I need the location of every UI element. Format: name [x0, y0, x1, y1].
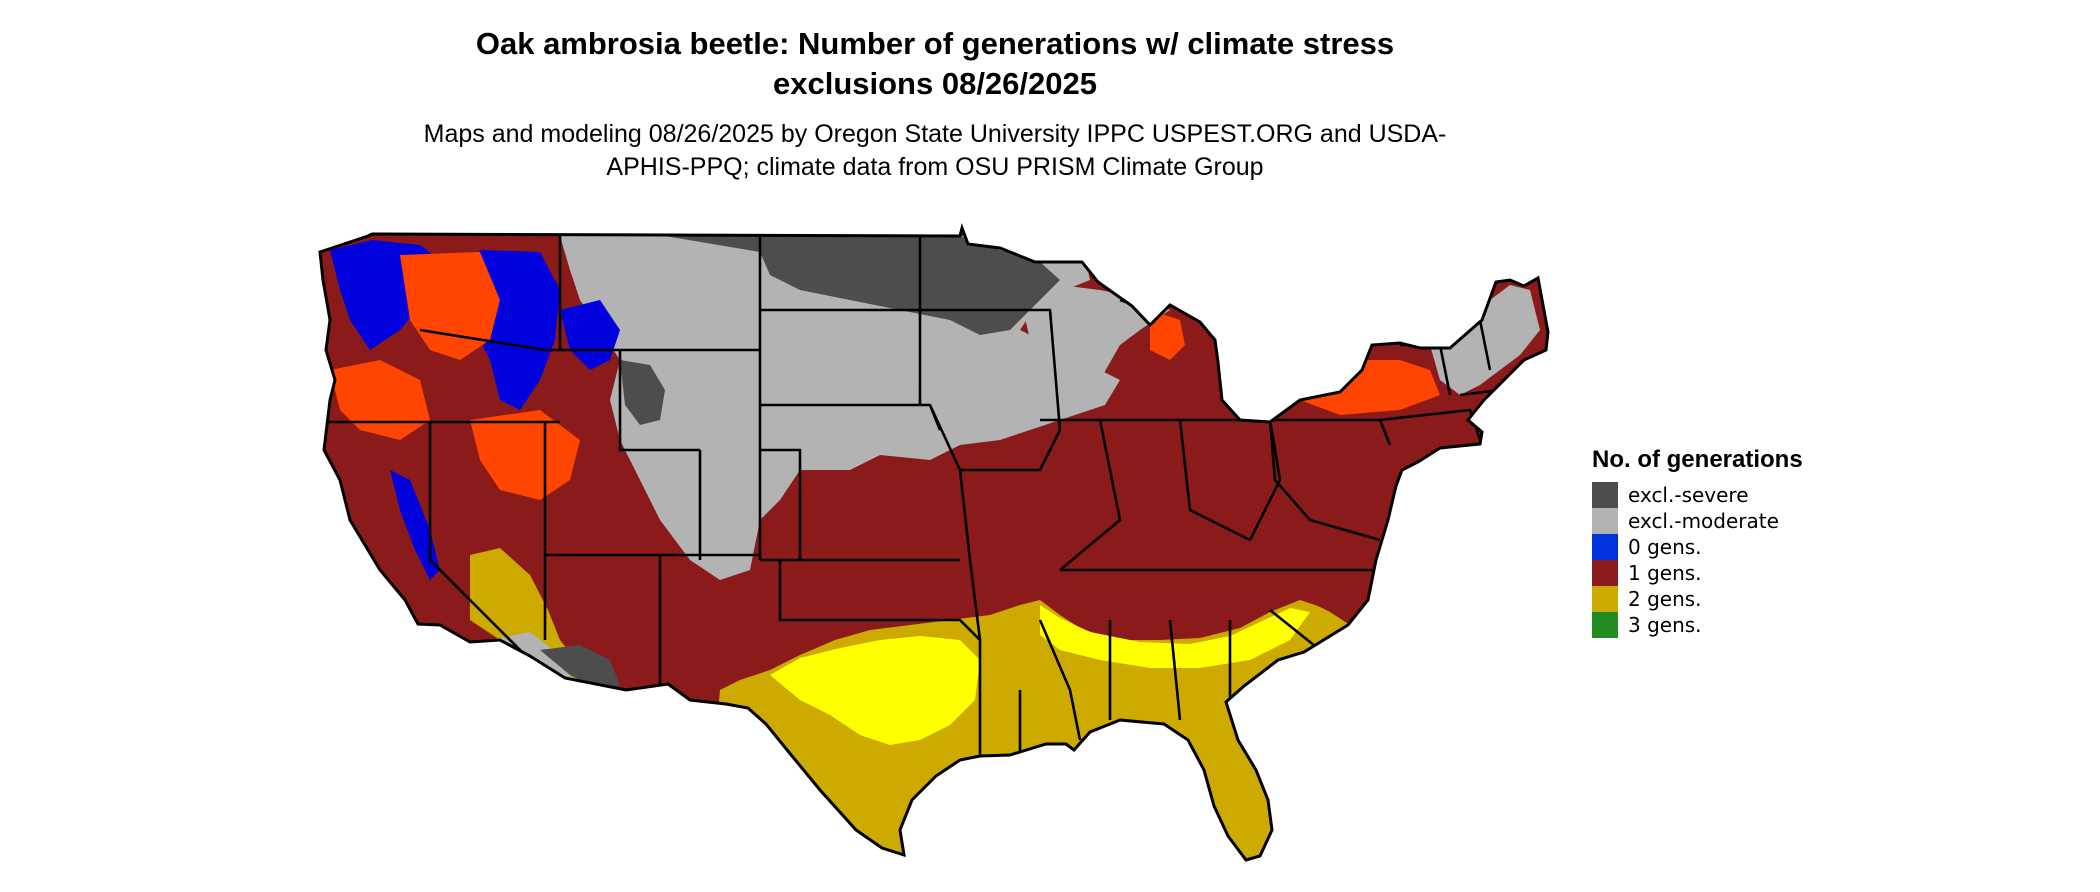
legend-swatch: [1592, 508, 1618, 534]
map-title: Oak ambrosia beetle: Number of generatio…: [475, 26, 1395, 101]
region-excl-severe-az: [540, 645, 620, 690]
legend-label: excl.-moderate: [1628, 509, 1779, 533]
map-title-block: Oak ambrosia beetle: Number of generatio…: [300, 24, 1570, 184]
map-subtitle: Maps and modeling 08/26/2025 by Oregon S…: [423, 120, 1447, 181]
region-two-gens-bright-texas: [770, 636, 980, 745]
legend-label: 3 gens.: [1628, 613, 1702, 637]
legend-label: 1 gens.: [1628, 561, 1702, 585]
legend: No. of generations excl.-severe excl.-mod…: [1592, 446, 1822, 638]
region-one-gen-high-gb: [470, 410, 580, 500]
region-two-gens-bright-gulf: [1040, 605, 1310, 668]
region-one-gen-high-pnw: [400, 252, 500, 360]
legend-item: excl.-moderate: [1592, 508, 1822, 534]
legend-title: No. of generations: [1592, 446, 1803, 473]
legend-swatch: [1592, 560, 1618, 586]
region-zero-gens-sierra: [390, 470, 440, 580]
legend-label: excl.-severe: [1628, 483, 1749, 507]
legend-swatch: [1592, 586, 1618, 612]
legend-label: 0 gens.: [1628, 535, 1702, 559]
legend-swatch: [1592, 482, 1618, 508]
legend-item: 3 gens.: [1592, 612, 1822, 638]
legend-swatch: [1592, 612, 1618, 638]
legend-item: 1 gens.: [1592, 560, 1822, 586]
region-two-gens-south: [700, 520, 1440, 860]
legend-items: excl.-severe excl.-moderate 0 gens. 1 gens.…: [1592, 482, 1822, 638]
legend-label: 2 gens.: [1628, 587, 1702, 611]
map-fill: [320, 228, 1548, 860]
region-one-gen-high-mi: [1150, 310, 1185, 360]
region-excl-moderate-mi: [1020, 285, 1170, 395]
legend-item: excl.-severe: [1592, 482, 1822, 508]
legend-swatch: [1592, 534, 1618, 560]
region-one-gen-high-ca: [330, 360, 430, 440]
legend-item: 0 gens.: [1592, 534, 1822, 560]
region-excl-severe-wy: [620, 360, 665, 425]
region-zero-gens-id: [560, 300, 620, 370]
legend-item: 2 gens.: [1592, 586, 1822, 612]
